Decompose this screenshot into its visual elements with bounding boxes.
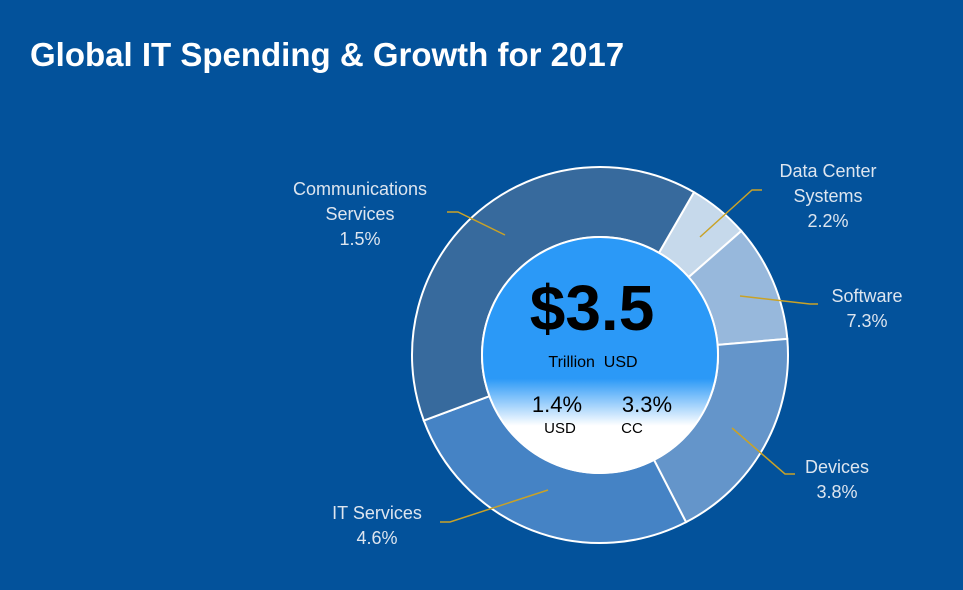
svg-text:7.3%: 7.3% bbox=[846, 311, 887, 331]
growth-usd-label: USD bbox=[544, 420, 576, 437]
label-it-services: IT Services 4.6% bbox=[332, 503, 422, 548]
total-unit: Trillion USD bbox=[548, 354, 637, 371]
label-data-center: Data Center Systems 2.2% bbox=[779, 161, 876, 231]
svg-text:Communications: Communications bbox=[293, 179, 427, 199]
growth-cc: 3.3% bbox=[622, 392, 672, 417]
chart-title: Global IT Spending & Growth for 2017 bbox=[30, 36, 625, 73]
label-software: Software 7.3% bbox=[831, 286, 902, 331]
svg-text:Software: Software bbox=[831, 286, 902, 306]
svg-text:Data Center: Data Center bbox=[779, 161, 876, 181]
growth-cc-label: CC bbox=[621, 420, 643, 437]
leader-line-it-services bbox=[440, 489, 549, 523]
growth-usd: 1.4% bbox=[532, 392, 582, 417]
svg-text:2.2%: 2.2% bbox=[807, 211, 848, 231]
center-circle bbox=[481, 236, 719, 474]
leader-line-communications bbox=[447, 211, 506, 236]
leader-line-data-center bbox=[699, 189, 762, 238]
total-value: $3.5 bbox=[530, 272, 655, 344]
svg-text:IT Services: IT Services bbox=[332, 503, 422, 523]
svg-text:Services: Services bbox=[325, 204, 394, 224]
svg-text:3.8%: 3.8% bbox=[816, 482, 857, 502]
label-communications: Communications Services 1.5% bbox=[293, 179, 427, 249]
leader-line-software bbox=[739, 295, 818, 305]
svg-text:4.6%: 4.6% bbox=[356, 528, 397, 548]
svg-text:1.5%: 1.5% bbox=[339, 229, 380, 249]
label-devices: Devices 3.8% bbox=[805, 457, 869, 502]
leader-line-devices bbox=[731, 427, 795, 475]
svg-text:Systems: Systems bbox=[793, 186, 862, 206]
svg-text:Devices: Devices bbox=[805, 457, 869, 477]
